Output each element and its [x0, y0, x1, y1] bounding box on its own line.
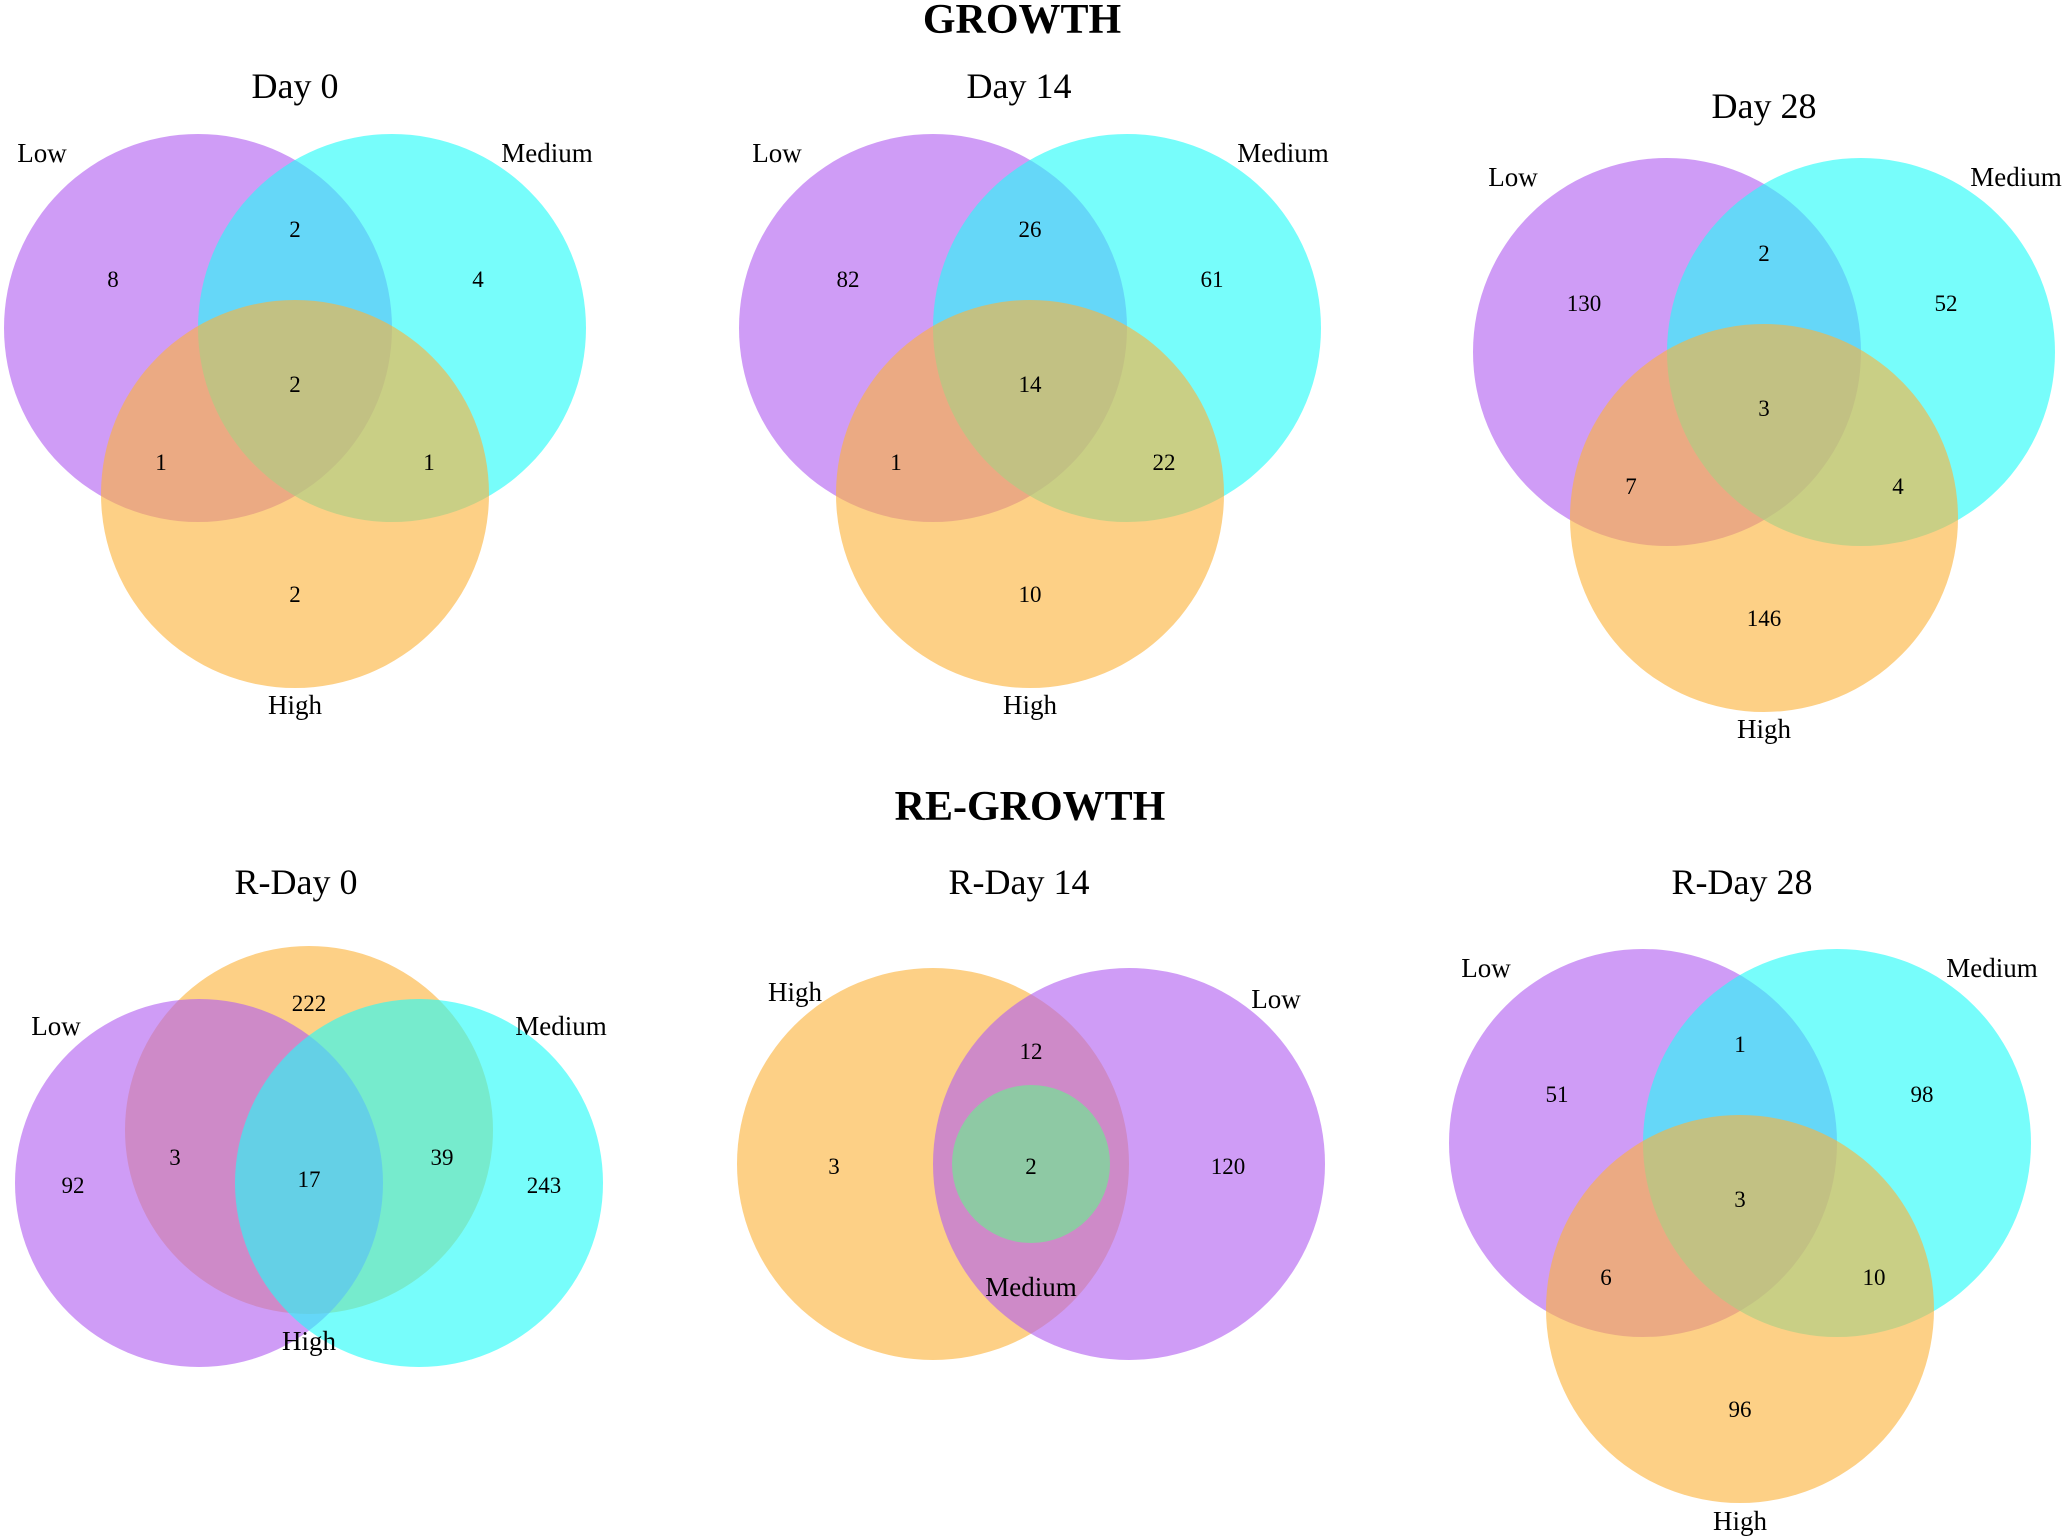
set-label-high: High	[268, 690, 323, 720]
region-count-medium-only: 61	[1201, 267, 1224, 292]
set-circle-high	[836, 300, 1224, 688]
set-label-medium: Medium	[501, 138, 593, 168]
region-count-all: 2	[1025, 1154, 1037, 1179]
region-count-medium-high: 1	[423, 450, 435, 475]
regrowth-title: RE-GROWTH	[895, 784, 1166, 830]
venn-panel-rday28: R-Day 28 Low Medium High 51 1 98 3 6 10 …	[1449, 862, 2038, 1536]
region-count-high-only: 222	[292, 991, 327, 1016]
set-label-low: Low	[1251, 984, 1301, 1014]
region-count-low-medium: 2	[1758, 241, 1770, 266]
region-count-low-only: 51	[1546, 1082, 1569, 1107]
set-circle-low	[933, 968, 1325, 1360]
region-count-high-only: 96	[1729, 1397, 1752, 1422]
set-label-medium: Medium	[515, 1011, 607, 1041]
panel-title: R-Day 0	[235, 862, 358, 902]
region-count-medium-only: 98	[1911, 1082, 1934, 1107]
region-count-low-only: 120	[1211, 1154, 1246, 1179]
region-count-medium-high: 10	[1863, 1265, 1886, 1290]
set-label-low: Low	[31, 1011, 81, 1041]
set-label-medium: Medium	[985, 1272, 1077, 1302]
venn-panel-rday0: R-Day 0 Low Medium High 222 92 3 17 39 2…	[15, 862, 607, 1367]
set-label-medium: Medium	[1946, 953, 2038, 983]
region-count-low-only: 8	[107, 267, 119, 292]
region-count-all: 3	[1734, 1187, 1746, 1212]
region-count-high-only: 146	[1747, 606, 1782, 631]
set-label-high: High	[1713, 1506, 1768, 1536]
region-count-low-high: 3	[169, 1145, 181, 1170]
region-count-low-medium: 26	[1019, 217, 1042, 242]
set-label-low: Low	[17, 138, 67, 168]
set-label-low: Low	[1461, 953, 1511, 983]
set-label-high: High	[1737, 714, 1792, 744]
region-count-medium-high: 22	[1153, 450, 1176, 475]
region-count-medium-high: 4	[1892, 474, 1904, 499]
region-count-high-only: 2	[289, 582, 301, 607]
set-label-high: High	[768, 977, 823, 1007]
set-circle-medium	[235, 999, 603, 1367]
venn-panel-rday14: R-Day 14 High Low Medium 12 3 2 120	[737, 862, 1325, 1360]
set-label-low: Low	[752, 138, 802, 168]
region-count-low-high: 1	[890, 450, 902, 475]
panel-title: Day 0	[252, 66, 339, 106]
region-count-all: 2	[289, 372, 301, 397]
region-count-low-medium: 2	[289, 217, 301, 242]
region-count-high-low: 12	[1020, 1039, 1043, 1064]
growth-title: GROWTH	[923, 0, 1121, 43]
region-count-medium-only: 52	[1935, 291, 1958, 316]
region-count-medium-only: 243	[527, 1173, 562, 1198]
set-label-high: High	[282, 1326, 337, 1356]
region-count-low-only: 82	[837, 267, 860, 292]
panel-title: Day 14	[967, 66, 1072, 106]
set-circle-high	[101, 300, 489, 688]
region-count-low-only: 92	[62, 1173, 85, 1198]
venn-panel-day0: Day 0 Low Medium High 8 2 4 2 1 1 2	[4, 66, 593, 720]
venn-panel-day14: Day 14 Low Medium High 82 26 61 14 1 22 …	[739, 66, 1329, 720]
set-circle-medium	[952, 1085, 1110, 1243]
region-count-medium-high: 39	[431, 1145, 454, 1170]
set-circle-high	[1546, 1115, 1934, 1503]
region-count-all: 17	[298, 1167, 321, 1192]
region-count-low-only: 130	[1567, 291, 1602, 316]
set-label-medium: Medium	[1970, 162, 2062, 192]
region-count-all: 3	[1758, 396, 1770, 421]
region-count-low-high: 7	[1625, 474, 1637, 499]
panel-title: R-Day 14	[949, 862, 1090, 902]
panel-title: R-Day 28	[1672, 862, 1813, 902]
region-count-low-medium: 1	[1734, 1032, 1746, 1057]
region-count-medium-only: 4	[472, 267, 484, 292]
set-label-low: Low	[1488, 162, 1538, 192]
region-count-low-high: 6	[1600, 1265, 1612, 1290]
region-count-all: 14	[1019, 372, 1043, 397]
region-count-high-only: 3	[828, 1154, 840, 1179]
set-label-high: High	[1003, 690, 1058, 720]
region-count-low-high: 1	[155, 450, 167, 475]
set-circle-high	[1570, 324, 1958, 712]
region-count-high-only: 10	[1019, 582, 1042, 607]
panel-title: Day 28	[1712, 86, 1817, 126]
venn-panel-day28: Day 28 Low Medium High 130 2 52 3 7 4 14…	[1473, 86, 2062, 744]
set-label-medium: Medium	[1237, 138, 1329, 168]
